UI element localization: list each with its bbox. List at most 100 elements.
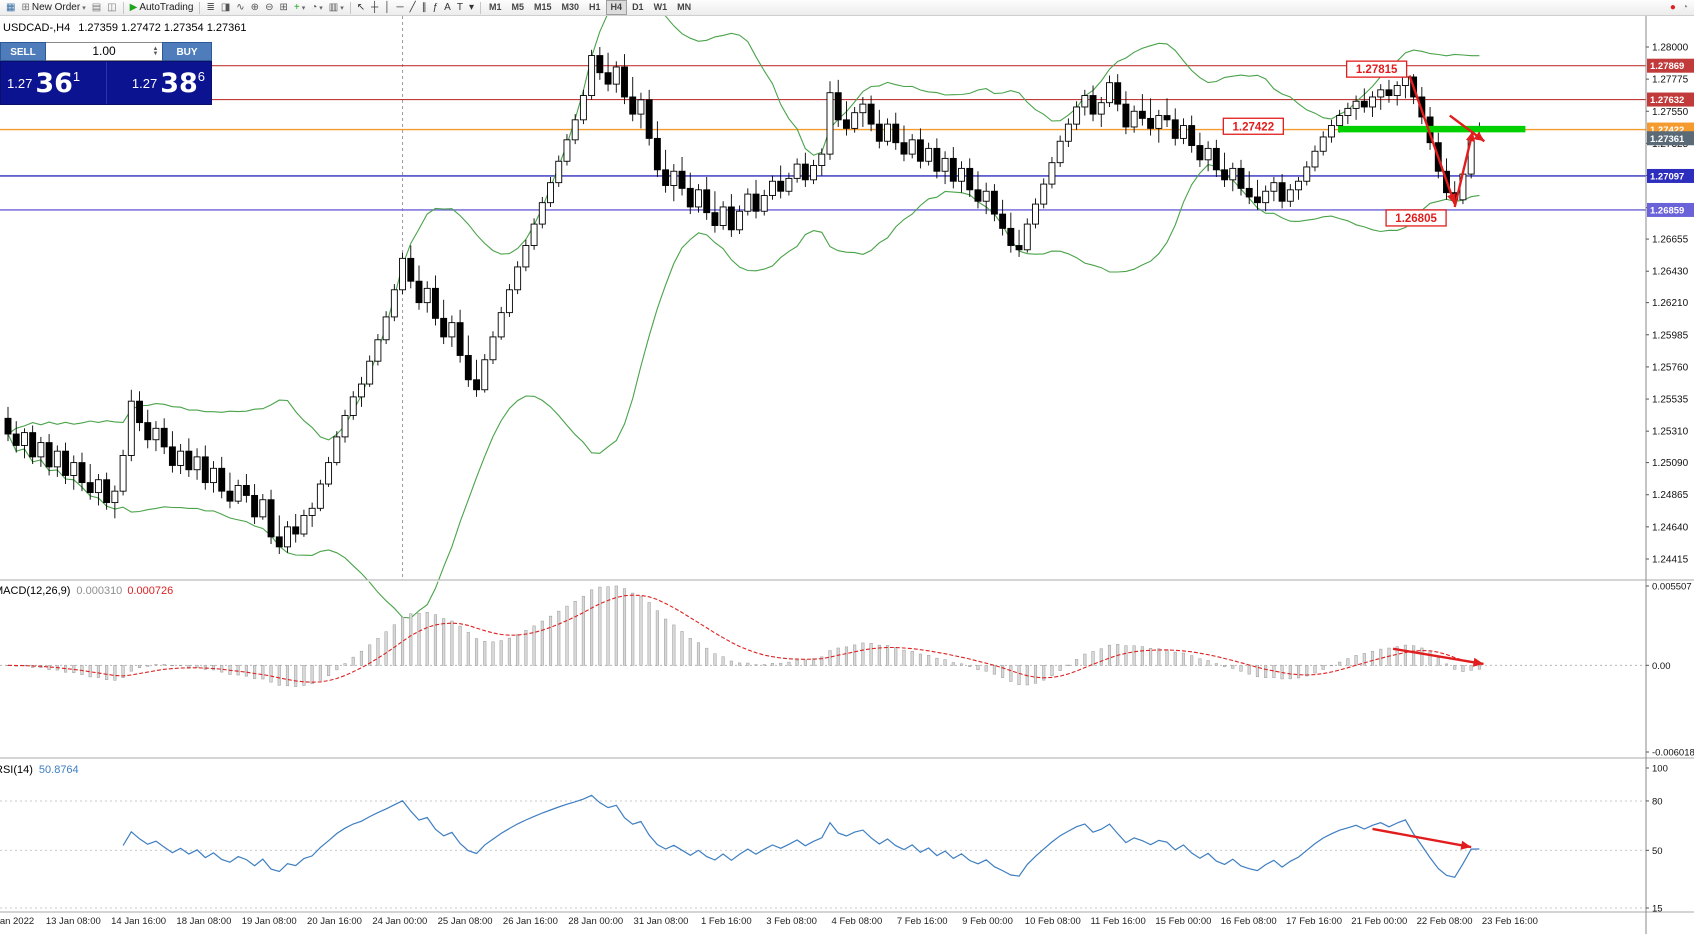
- arrows-icon: ▾: [468, 1, 474, 13]
- indicators-icon: +: [293, 1, 300, 13]
- macd-bar: [458, 625, 462, 666]
- tile-windows-icon[interactable]: ⊞: [276, 1, 290, 15]
- callout-high[interactable]: 1.27815: [1345, 60, 1408, 78]
- lot-spinner[interactable]: ▲ ▼: [150, 43, 161, 60]
- candle-body: [1188, 125, 1196, 146]
- sell-price[interactable]: 1.27 36 1: [1, 62, 107, 104]
- symbol-period: USDCAD-,H4: [3, 22, 71, 34]
- macd-bar: [1140, 646, 1144, 666]
- tf-m15[interactable]: M15: [534, 2, 552, 12]
- tf-m30[interactable]: M30: [561, 2, 580, 12]
- time-tick-label: 21 Feb 00:00: [1351, 916, 1407, 927]
- vertical-line-icon[interactable]: │: [381, 1, 393, 15]
- candle-body: [103, 479, 111, 504]
- channel-icon[interactable]: ∥: [419, 1, 430, 15]
- spin-up-icon[interactable]: ▲: [152, 45, 159, 52]
- projection-arrow-up[interactable]: [1453, 130, 1474, 208]
- candle-body: [1229, 167, 1237, 181]
- time-axis[interactable]: 12 Jan 2022 13 Jan 08:00 14 Jan 16:00 18 Ja…: [0, 916, 1538, 927]
- zoom-out-icon[interactable]: ⊖: [262, 1, 276, 15]
- lot-size-input[interactable]: 1.00 ▲ ▼: [46, 42, 162, 61]
- macd-bar: [285, 665, 290, 687]
- macd-bar: [1313, 665, 1317, 674]
- toolbar-group-timeframes: M1 M5 M15 M30 H1 H4 D1 W1 MN: [484, 0, 696, 15]
- rsi-value: 50.8764: [38, 764, 79, 776]
- candlestick-icon[interactable]: ◨: [218, 1, 233, 15]
- rsi-arrow[interactable]: [1372, 827, 1472, 849]
- spin-down-icon[interactable]: ▼: [152, 50, 159, 57]
- time-tick-label: 19 Jan 08:00: [242, 916, 297, 927]
- macd-bar: [1091, 651, 1095, 666]
- candle-body: [760, 195, 768, 212]
- arrows-icon[interactable]: ▾: [466, 1, 477, 15]
- periods-icon[interactable]: ◔ ▾: [308, 1, 326, 15]
- bollinger-lower-band: [7, 163, 1480, 619]
- toolbar-group-draw-tools: ↖ ┼ │ ─ ╱ ∥ ƒ A T ▾: [354, 1, 477, 15]
- callout-target-box[interactable]: [1385, 209, 1447, 227]
- record-icon[interactable]: ●: [1667, 1, 1679, 15]
- indicators-icon[interactable]: + ▾: [291, 1, 308, 15]
- callout-pivot-box[interactable]: [1222, 117, 1284, 135]
- crosshair-icon[interactable]: ┼: [368, 1, 381, 15]
- zoom-in-icon[interactable]: ⊕: [248, 1, 262, 15]
- macd-arrow[interactable]: [1392, 647, 1484, 666]
- price-tick-label: 1.26430: [1652, 267, 1689, 278]
- new-order-button[interactable]: ⊞ New Order ▾: [18, 1, 88, 15]
- label-icon[interactable]: T: [454, 1, 466, 15]
- macd-bar: [1412, 645, 1416, 666]
- chart-window[interactable]: 1.27815 1.27422 1.26805 1.28000 1.27775 1.275…: [0, 16, 1694, 934]
- sell-price-small: 1.27: [7, 75, 33, 91]
- tf-h4[interactable]: H4: [605, 0, 628, 15]
- macd-bar: [713, 653, 717, 666]
- horizontal-line-icon[interactable]: ─: [393, 1, 406, 15]
- price-axis[interactable]: 1.280001.277751.275501.273251.271001.268…: [1645, 16, 1694, 934]
- macd-bar: [1075, 659, 1079, 666]
- chart-info: USDCAD-,H4 1.27359 1.27472 1.27354 1.2736…: [3, 22, 254, 34]
- highlighted-trendline[interactable]: [1337, 125, 1526, 133]
- tf-m5[interactable]: M5: [511, 2, 524, 12]
- sell-price-sup: 1: [72, 69, 81, 84]
- candle-body: [316, 483, 324, 509]
- bar-chart-icon[interactable]: ≣: [203, 1, 217, 15]
- candle-body: [744, 193, 752, 212]
- macd-tick-label: 0.00: [1652, 661, 1671, 672]
- macd-bar: [162, 664, 166, 666]
- line-chart-icon[interactable]: ∿: [233, 1, 247, 15]
- clock-icon[interactable]: ◔: [1679, 1, 1691, 15]
- profiles-icon[interactable]: ◫: [104, 1, 119, 15]
- buy-price[interactable]: 1.27 38 6: [107, 62, 212, 104]
- callout-pivot[interactable]: 1.27422: [1222, 117, 1284, 135]
- callout-high-box[interactable]: [1345, 60, 1408, 78]
- autotrading-button[interactable]: ▶ AutoTrading: [127, 1, 197, 15]
- candle-body: [727, 206, 735, 231]
- callout-target[interactable]: 1.26805: [1385, 209, 1447, 227]
- tf-mn[interactable]: MN: [677, 2, 692, 12]
- macd-bar: [787, 661, 791, 666]
- chart-canvas[interactable]: 1.27815 1.27422 1.26805 1.280001.277751.275…: [0, 16, 1694, 934]
- macd-bar: [647, 602, 651, 666]
- candle-body: [1171, 119, 1179, 139]
- tf-h1[interactable]: H1: [589, 2, 601, 12]
- sell-button[interactable]: SELL: [0, 42, 46, 61]
- trendline-icon[interactable]: ╱: [407, 1, 419, 15]
- macd-bar: [902, 649, 906, 666]
- candle-body: [653, 137, 661, 171]
- macd-bar: [696, 642, 701, 666]
- candle-body: [1180, 125, 1187, 139]
- tf-w1[interactable]: W1: [653, 2, 668, 12]
- tf-m1[interactable]: M1: [488, 2, 502, 12]
- macd-bar: [302, 665, 306, 686]
- time-tick-label: 25 Jan 08:00: [438, 916, 493, 927]
- text-icon[interactable]: A: [441, 1, 454, 15]
- new-chart-icon[interactable]: ▦: [3, 1, 18, 15]
- cursor-icon[interactable]: ↖: [354, 1, 368, 15]
- candle-body: [1073, 106, 1081, 125]
- tf-d1[interactable]: D1: [632, 2, 644, 12]
- macd-bar: [639, 595, 643, 666]
- resistance-line-2-badge-text: 1.27632: [1650, 95, 1684, 106]
- fibonacci-icon[interactable]: ƒ: [430, 1, 442, 15]
- projection-arrow-down[interactable]: [1408, 75, 1456, 205]
- buy-button[interactable]: BUY: [162, 42, 212, 61]
- charts-icon[interactable]: ▤: [89, 1, 104, 15]
- templates-icon[interactable]: ▥ ▾: [326, 1, 347, 15]
